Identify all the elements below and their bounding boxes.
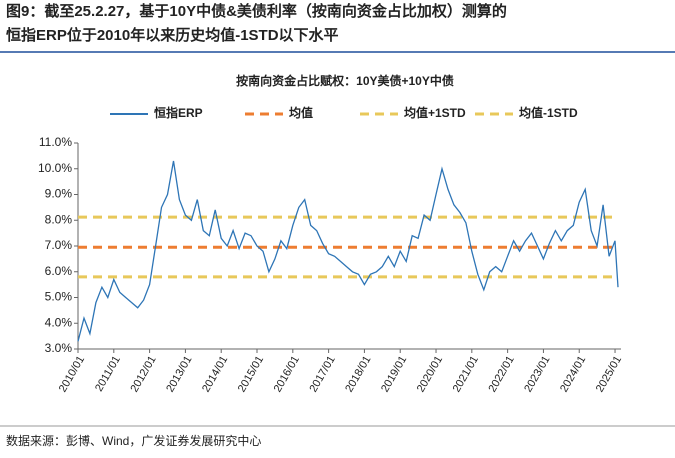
x-tick-label: 2019/01 xyxy=(379,354,409,394)
x-tick-label: 2023/01 xyxy=(522,354,552,394)
y-tick-label: 3.0% xyxy=(45,341,73,355)
x-tick-label: 2021/01 xyxy=(451,354,481,394)
x-tick-label: 2017/01 xyxy=(307,354,337,394)
x-tick-label: 2014/01 xyxy=(200,354,230,394)
chart-title: 按南向资金占比赋权：10Y美债+10Y中债 xyxy=(236,73,454,88)
x-tick-label: 2025/01 xyxy=(594,354,624,394)
y-tick-label: 8.0% xyxy=(45,212,73,226)
x-tick-label: 2013/01 xyxy=(164,354,194,394)
x-tick-label: 2024/01 xyxy=(558,354,588,394)
figure-title: 恒指ERP位于2010年以来历史均值-1STD以下水平 xyxy=(6,26,339,44)
y-tick-label: 5.0% xyxy=(45,290,73,304)
y-tick-label: 7.0% xyxy=(45,238,73,252)
figure-title: 图9：截至25.2.27，基于10Y中债&美债利率（按南向资金占比加权）测算的 xyxy=(6,2,507,20)
y-tick-label: 10.0% xyxy=(38,161,72,175)
x-tick-label: 2020/01 xyxy=(415,354,445,394)
legend-label: 均值+1STD xyxy=(404,105,466,120)
x-tick-label: 2015/01 xyxy=(236,354,266,394)
x-tick-label: 2022/01 xyxy=(486,354,516,394)
y-tick-label: 9.0% xyxy=(45,187,73,201)
legend-label: 恒指ERP xyxy=(154,105,203,120)
source: 数据来源：彭博、Wind，广发证券发展研究中心 xyxy=(6,433,261,448)
y-tick-label: 4.0% xyxy=(45,315,73,329)
x-tick-label: 2012/01 xyxy=(128,354,158,394)
x-tick-label: 2016/01 xyxy=(272,354,302,394)
x-tick-label: 2011/01 xyxy=(93,354,123,394)
x-tick-label: 2010/01 xyxy=(57,354,87,394)
series-line xyxy=(77,160,619,342)
legend-label: 均值-1STD xyxy=(519,105,578,120)
legend-label: 均值 xyxy=(289,105,313,120)
y-tick-label: 11.0% xyxy=(39,135,72,149)
x-tick-label: 2018/01 xyxy=(343,354,373,394)
y-tick-label: 6.0% xyxy=(45,264,73,278)
